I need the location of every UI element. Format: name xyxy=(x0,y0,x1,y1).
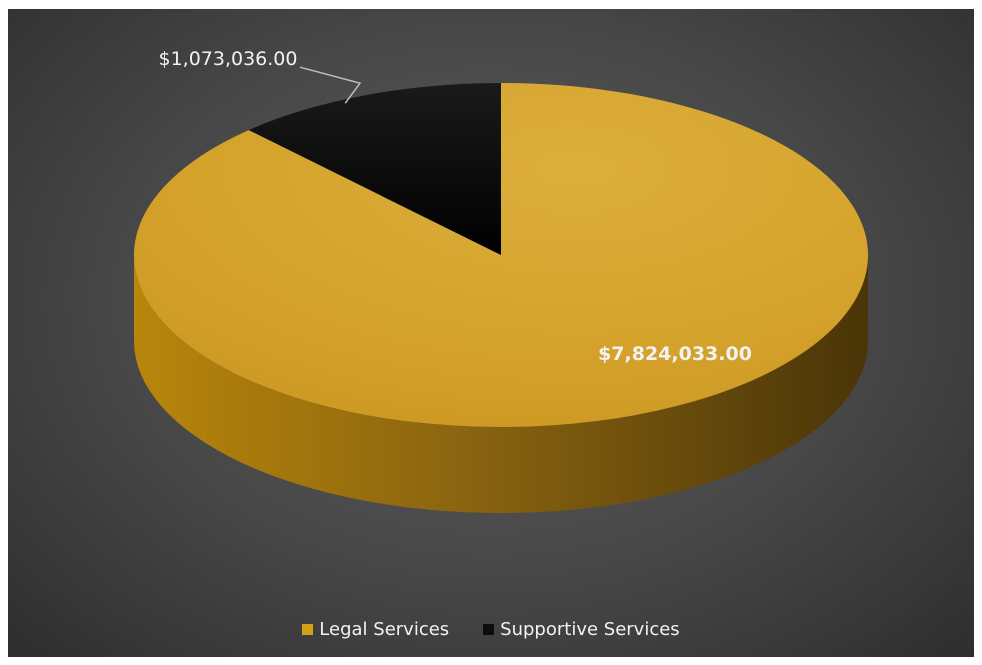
legend-swatch-supportive-services xyxy=(483,623,495,635)
pie-slice-supportive-services xyxy=(248,83,501,255)
legend-label-supportive-services: Supportive Services xyxy=(500,618,680,640)
pie-chart: $7,824,033.00 $1,073,036.00 xyxy=(134,48,869,513)
data-label-supportive-services: $1,073,036.00 xyxy=(158,48,297,70)
legend-swatch-legal-services xyxy=(302,623,314,635)
legend-label-legal-services: Legal Services xyxy=(319,618,450,640)
legend-item-supportive-services[interactable]: Supportive Services xyxy=(483,619,680,640)
legend: Legal Services Supportive Services xyxy=(8,617,974,641)
legend-item-legal-services[interactable]: Legal Services xyxy=(302,619,449,640)
chart-area: $7,824,033.00 $1,073,036.00 Legal Service… xyxy=(8,9,974,657)
data-label-legal-services: $7,824,033.00 xyxy=(598,343,752,365)
pie-slice-legal-services-side xyxy=(134,255,868,513)
leader-line-supportive-services xyxy=(299,66,362,104)
